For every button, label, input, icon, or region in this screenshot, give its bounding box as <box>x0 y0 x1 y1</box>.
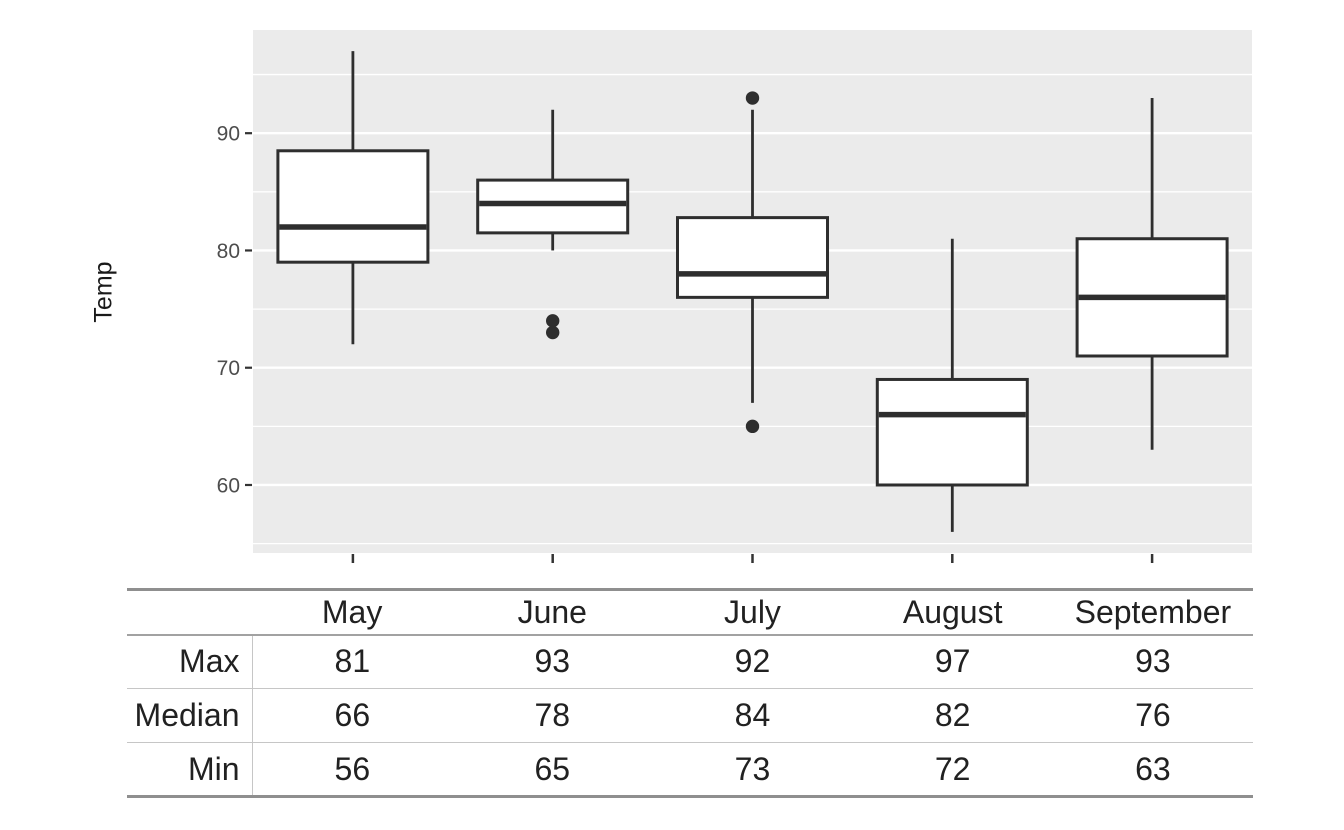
y-axis-title: Temp <box>89 261 118 323</box>
cell-max-august: 97 <box>852 634 1053 689</box>
table-header-september: September <box>1052 589 1253 636</box>
cell-median-august: 82 <box>852 688 1053 743</box>
y-tick-label: 90 <box>217 123 240 146</box>
row-label-min: Min <box>127 742 253 797</box>
table-header-june: June <box>452 589 653 636</box>
cell-min-may: 56 <box>334 750 371 787</box>
stats-table: May June July August September Max 81 93… <box>127 588 1253 798</box>
table-row-median: Median 66 78 84 82 76 <box>127 688 1253 743</box>
boxplot-chart: 60 70 80 90 <box>217 30 1252 563</box>
cell-max-september: 93 <box>1052 634 1253 689</box>
outlier-dot-june <box>546 314 560 328</box>
cell-max-june: 93 <box>452 634 653 689</box>
box-june <box>476 178 630 235</box>
row-label-max: Max <box>127 634 253 689</box>
cell-min-july: 73 <box>734 750 771 787</box>
outlier-dot-june <box>546 325 560 340</box>
cell-min-june: 65 <box>534 750 571 787</box>
cell-median-july: 84 <box>652 688 853 743</box>
table-header-may: May <box>252 589 453 636</box>
cell-min-september: 63 <box>1135 750 1171 787</box>
table-header-july: July <box>652 589 853 636</box>
cell-median-september: 76 <box>1052 688 1253 743</box>
box-may <box>276 149 430 264</box>
table-header-row: May June July August September <box>127 589 1253 636</box>
table-row-max: Max 81 93 92 97 93 <box>127 634 1253 689</box>
row-label-median: Median <box>127 688 253 743</box>
y-tick-label: 70 <box>217 357 240 380</box>
cell-max-may: 81 <box>252 634 453 689</box>
table-corner-cell <box>127 589 252 636</box>
cell-max-july: 92 <box>652 634 853 689</box>
table-row-min: Min 56 65 73 72 63 <box>127 742 1253 797</box>
table-header-august: August <box>852 589 1053 636</box>
y-tick-label: 80 <box>217 240 240 263</box>
outlier-dot-july <box>745 91 760 105</box>
cell-median-june: 78 <box>452 688 653 743</box>
y-tick-label: 60 <box>217 474 240 497</box>
cell-median-may: 66 <box>252 688 453 743</box>
box-august <box>875 377 1029 487</box>
box-july <box>676 216 829 299</box>
outlier-dot-july <box>745 419 760 434</box>
cell-min-august: 72 <box>934 750 971 787</box>
